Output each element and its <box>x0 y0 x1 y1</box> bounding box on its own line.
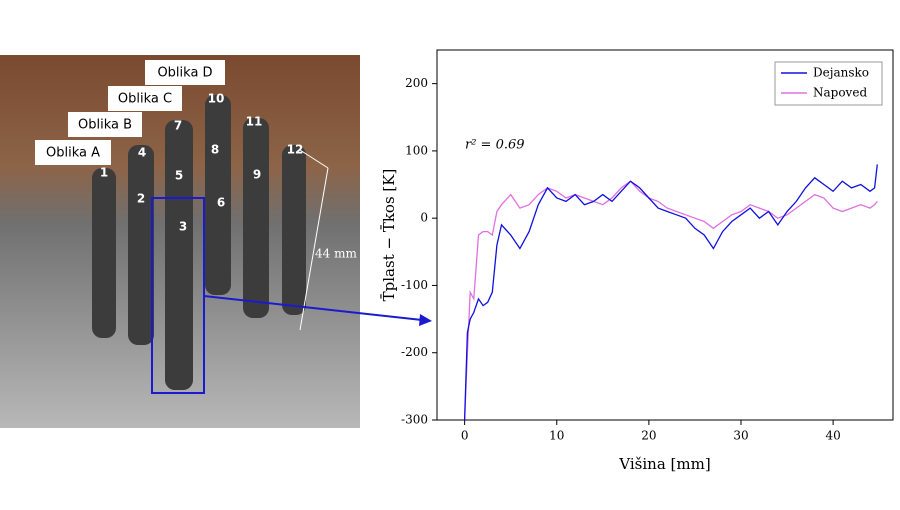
pillar-number: 3 <box>179 220 187 234</box>
y-axis-label: T̄plast − T̄kos [K] <box>380 169 398 302</box>
y-tick-label: -300 <box>401 413 428 427</box>
shape-labels: Oblika A Oblika B Oblika C Oblika D <box>35 60 225 165</box>
legend-label: Dejansko <box>813 66 869 80</box>
pillar-number: 8 <box>211 143 219 157</box>
shape-label: Oblika C <box>118 92 172 107</box>
shape-label: Oblika D <box>157 66 212 81</box>
plot-frame <box>436 49 894 421</box>
series-line <box>463 164 878 421</box>
y-tick-label: -100 <box>401 278 428 292</box>
pillar-number: 6 <box>217 196 225 210</box>
pillar-number: 9 <box>253 168 261 182</box>
pillar-number: 12 <box>287 143 304 157</box>
y-tick-label: 100 <box>405 143 428 157</box>
pillar-number: 7 <box>174 119 182 133</box>
pillars <box>92 95 306 390</box>
shape-label: Oblika A <box>46 146 100 161</box>
highlight-box <box>151 197 205 394</box>
pillar-number: 1 <box>100 166 108 180</box>
pillar-number: 2 <box>137 192 145 206</box>
dimension-label: 44 mm <box>315 247 357 261</box>
pillar-number: 10 <box>208 92 225 106</box>
x-tick-label: 40 <box>825 429 840 443</box>
pillar-number: 11 <box>246 115 263 129</box>
pillar-number: 5 <box>175 169 183 183</box>
arrow-head <box>419 314 432 326</box>
y-tick-label: 0 <box>420 211 428 225</box>
shape-label: Oblika B <box>78 118 132 133</box>
pillar-number: 4 <box>138 146 146 160</box>
annotation: r² = 0.69 <box>465 138 525 153</box>
x-tick-label: 20 <box>641 429 656 443</box>
arrow <box>203 295 423 321</box>
legend <box>774 61 883 106</box>
x-axis-label: Višina [mm] <box>618 455 710 473</box>
dimension-line <box>299 149 329 169</box>
legend-label: Napoved <box>813 86 867 100</box>
series-line <box>463 180 878 421</box>
y-tick-label: 200 <box>405 76 428 90</box>
dimension-line <box>299 167 329 331</box>
x-tick-label: 10 <box>549 429 564 443</box>
photo: Oblika A Oblika B Oblika C Oblika D 1234… <box>0 55 432 428</box>
x-tick-label: 30 <box>733 429 748 443</box>
y-tick-label: -200 <box>401 345 428 359</box>
x-tick-label: 0 <box>461 429 469 443</box>
